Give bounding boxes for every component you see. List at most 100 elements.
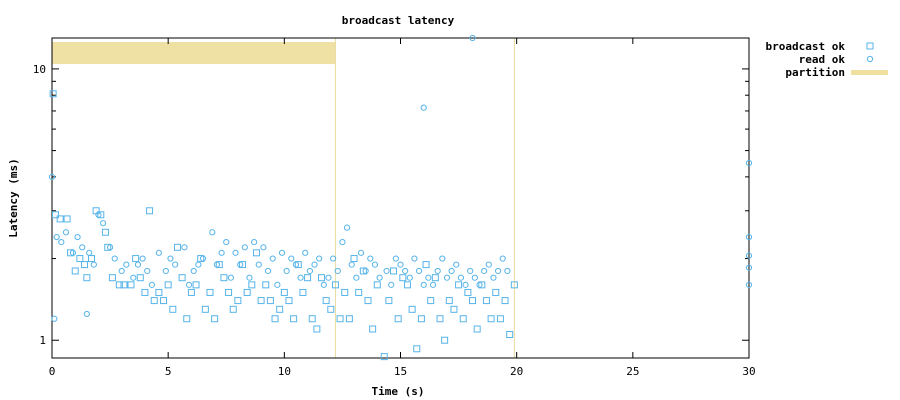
read-ok-point bbox=[471, 274, 478, 281]
read-ok-point bbox=[420, 281, 427, 288]
read-ok-point bbox=[448, 267, 455, 275]
legend-label: partition bbox=[785, 66, 845, 79]
broadcast-ok-point bbox=[63, 215, 71, 223]
broadcast-ok-point bbox=[164, 281, 172, 289]
read-ok-point bbox=[504, 267, 511, 275]
broadcast-ok-point bbox=[108, 274, 116, 282]
read-ok-point bbox=[469, 34, 476, 42]
read-ok-point bbox=[745, 159, 753, 167]
broadcast-ok-point bbox=[146, 207, 154, 215]
read-ok-point bbox=[51, 315, 58, 322]
read-ok-point bbox=[494, 267, 502, 275]
read-ok-point bbox=[227, 274, 234, 281]
broadcast-ok-point bbox=[364, 297, 372, 305]
read-ok-point bbox=[745, 264, 753, 271]
read-ok-point bbox=[185, 281, 193, 288]
broadcast-ok-point bbox=[459, 315, 467, 323]
read-ok-point bbox=[199, 255, 207, 262]
read-ok-point bbox=[383, 267, 390, 275]
broadcast-ok-point bbox=[345, 315, 353, 323]
broadcast-ok-point bbox=[380, 353, 388, 361]
read-ok-point bbox=[343, 224, 351, 231]
broadcast-ok-point bbox=[285, 297, 293, 305]
broadcast-ok-point bbox=[101, 228, 109, 236]
read-ok-point bbox=[130, 274, 137, 281]
y-axis-label: Latency (ms) bbox=[7, 158, 20, 237]
read-ok-point bbox=[274, 281, 281, 288]
chart-title: broadcast latency bbox=[342, 14, 455, 27]
broadcast-ok-point bbox=[192, 281, 200, 289]
broadcast-ok-point bbox=[390, 267, 398, 275]
read-ok-point bbox=[406, 274, 413, 281]
broadcast-ok-point bbox=[83, 274, 91, 282]
broadcast-ok-point bbox=[211, 315, 219, 323]
broadcast-ok-point bbox=[187, 288, 195, 296]
broadcast-ok-point bbox=[473, 325, 481, 333]
read-ok-point bbox=[162, 267, 169, 275]
broadcast-ok-point bbox=[257, 297, 265, 305]
read-ok-point bbox=[241, 244, 248, 251]
broadcast-ok-point bbox=[304, 274, 312, 282]
read-ok-point bbox=[376, 274, 383, 281]
broadcast-ok-point bbox=[399, 274, 407, 282]
broadcast-ok-point bbox=[173, 243, 181, 251]
broadcast-ok-point bbox=[373, 281, 381, 289]
broadcast-ok-point bbox=[97, 211, 105, 219]
read-ok-point bbox=[439, 255, 446, 262]
broadcast-ok-point bbox=[478, 281, 486, 289]
read-ok-point bbox=[48, 173, 56, 180]
read-ok-point bbox=[123, 261, 130, 268]
read-ok-point bbox=[100, 220, 107, 227]
read-ok-point bbox=[415, 267, 423, 275]
y-tick-label: 10 bbox=[33, 63, 46, 76]
read-ok-point bbox=[58, 238, 65, 246]
read-ok-point bbox=[325, 274, 332, 281]
read-ok-point bbox=[330, 255, 337, 262]
broadcast-ok-point bbox=[206, 288, 214, 296]
read-ok-point bbox=[134, 261, 142, 268]
read-ok-point bbox=[83, 310, 90, 318]
read-ok-point bbox=[292, 261, 300, 268]
read-ok-point bbox=[155, 249, 162, 256]
read-ok-point bbox=[237, 261, 244, 268]
read-ok-point bbox=[297, 274, 304, 281]
x-tick-label: 30 bbox=[742, 365, 755, 378]
read-ok-point bbox=[95, 211, 102, 218]
broadcast-ok-point bbox=[487, 315, 495, 323]
broadcast-ok-point bbox=[248, 281, 256, 289]
broadcast-ok-point bbox=[403, 281, 411, 289]
read-ok-point bbox=[62, 229, 70, 236]
read-ok-point bbox=[209, 229, 216, 236]
broadcast-ok-point bbox=[160, 297, 168, 305]
broadcast-ok-point bbox=[492, 288, 500, 296]
broadcast-ok-point bbox=[266, 297, 274, 305]
broadcast-ok-point bbox=[408, 305, 416, 313]
read-ok-point bbox=[167, 255, 174, 262]
read-ok-point bbox=[269, 255, 276, 262]
broadcast-ok-point bbox=[417, 315, 425, 323]
broadcast-ok-point bbox=[56, 215, 64, 223]
broadcast-ok-point bbox=[262, 281, 270, 289]
read-ok-point bbox=[434, 267, 441, 275]
broadcast-ok-point bbox=[132, 255, 140, 263]
read-ok-point bbox=[74, 233, 81, 241]
broadcast-ok-point bbox=[141, 288, 149, 296]
read-ok-point bbox=[283, 267, 290, 275]
broadcast-ok-point bbox=[385, 297, 393, 305]
broadcast-ok-point bbox=[318, 274, 326, 282]
read-ok-point bbox=[311, 261, 318, 268]
read-ok-point bbox=[118, 267, 125, 275]
broadcast-ok-point bbox=[136, 274, 144, 282]
broadcast-ok-point bbox=[150, 297, 158, 305]
broadcast-ok-point bbox=[178, 274, 186, 282]
read-ok-point bbox=[195, 261, 202, 268]
read-ok-point bbox=[443, 274, 451, 281]
read-ok-point bbox=[278, 249, 286, 256]
read-ok-point bbox=[411, 255, 418, 262]
read-ok-point bbox=[453, 261, 460, 268]
broadcast-ok-point bbox=[71, 267, 79, 275]
broadcast-ok-point bbox=[510, 281, 518, 289]
x-tick-label: 5 bbox=[165, 365, 172, 378]
broadcast-ok-point bbox=[49, 90, 57, 98]
